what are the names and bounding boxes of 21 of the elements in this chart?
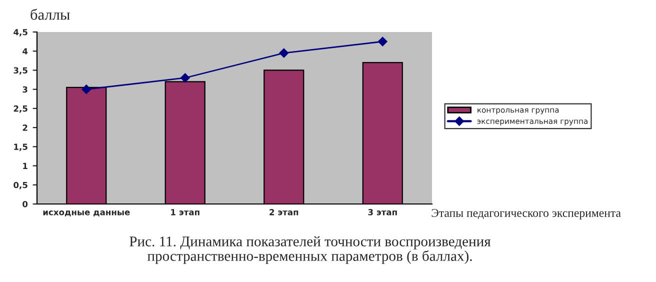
x-tick-label: 1 этап <box>171 209 200 216</box>
y-tick-label: 3,5 <box>14 67 28 75</box>
text: Рис. 11. Динамика показателей точности воспроизведения пространственно-временных параметров (в баллах). <box>130 236 491 264</box>
point <box>279 48 288 58</box>
point <box>82 84 91 94</box>
x-tick-label: 2 этап <box>270 209 298 216</box>
x-tick-label: исходные данные <box>43 210 130 216</box>
y-tick-label: 2 <box>22 124 28 131</box>
y-tick-label: 1,5 <box>14 144 28 152</box>
x-axis-title: Этапы педагогического эксперимента <box>432 209 621 220</box>
x-tick-label: 3 этап <box>368 209 397 216</box>
y-tick-label: 3 <box>22 86 28 93</box>
y-tick-label: 4,5 <box>14 29 28 36</box>
y-tick-label: 2,5 <box>14 105 28 113</box>
y-tick-label: 0 <box>22 200 28 208</box>
y-axis-title: баллы <box>30 8 70 20</box>
y-tick-label: 0,5 <box>14 182 28 190</box>
point <box>180 73 190 82</box>
y-tick-label: 4 <box>22 48 28 54</box>
point <box>378 36 388 46</box>
y-tick-label: 1 <box>23 162 28 169</box>
